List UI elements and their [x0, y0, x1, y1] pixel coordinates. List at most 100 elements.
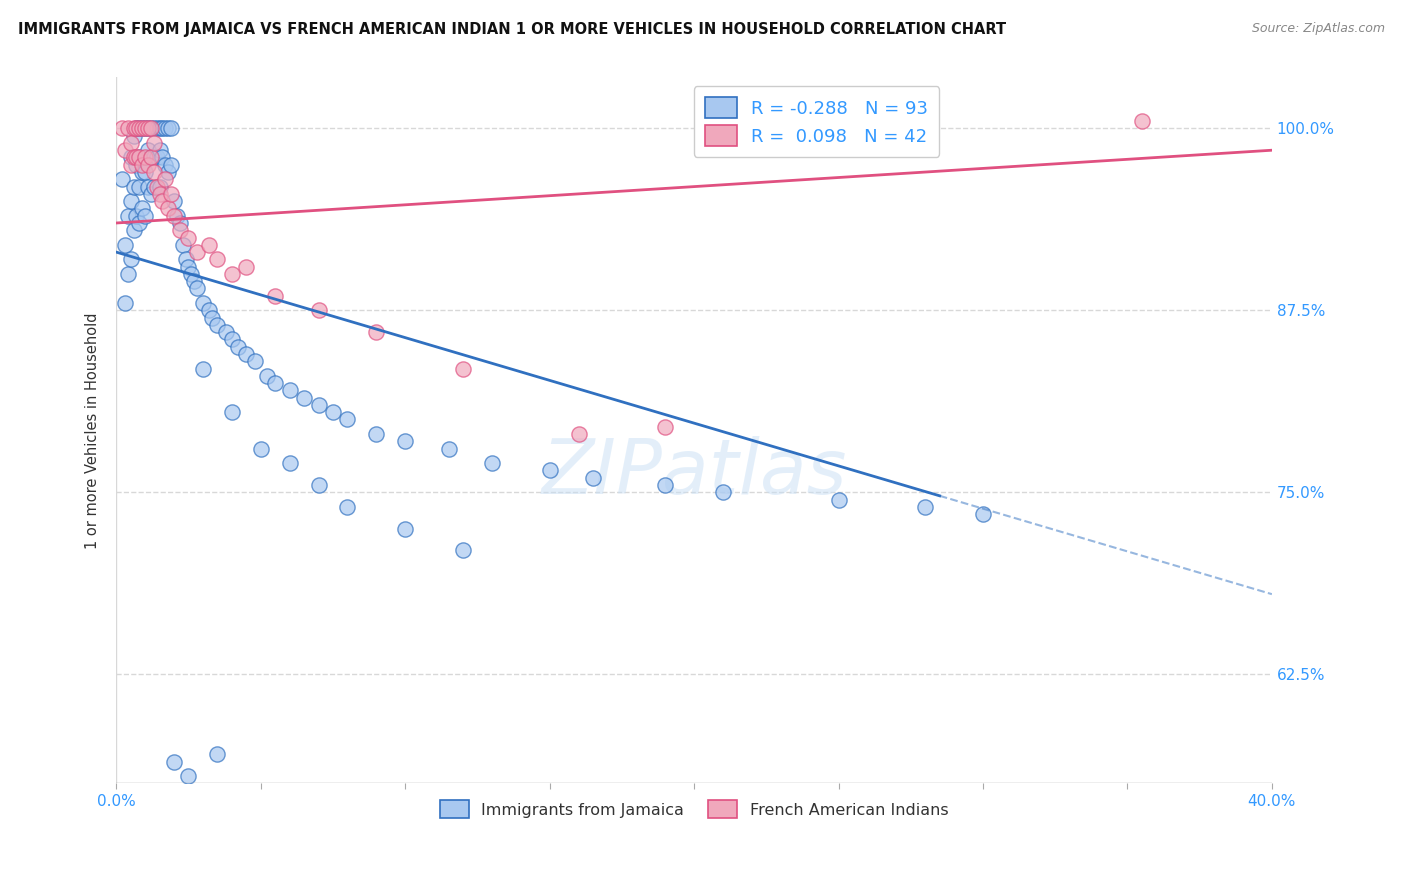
Point [122, 128, 145, 143]
Text: ZIPatlas: ZIPatlas [541, 436, 846, 509]
Point [136, 143, 159, 157]
Point [256, 368, 278, 383]
Point [197, 303, 219, 318]
Point [111, 121, 134, 136]
Point [249, 442, 271, 456]
Point [160, 121, 183, 136]
Point [191, 296, 214, 310]
Point [117, 121, 139, 136]
Text: Source: ZipAtlas.com: Source: ZipAtlas.com [1251, 22, 1385, 36]
Point [197, 237, 219, 252]
Point [128, 216, 150, 230]
Point [174, 252, 197, 267]
Point [111, 172, 134, 186]
Point [235, 347, 257, 361]
Point [169, 216, 191, 230]
Point [142, 136, 165, 150]
Point [128, 121, 150, 136]
Y-axis label: 1 or more Vehicles in Household: 1 or more Vehicles in Household [86, 312, 100, 549]
Text: IMMIGRANTS FROM JAMAICA VS FRENCH AMERICAN INDIAN 1 OR MORE VEHICLES IN HOUSEHOL: IMMIGRANTS FROM JAMAICA VS FRENCH AMERIC… [18, 22, 1007, 37]
Point [117, 267, 139, 281]
Point [654, 478, 676, 492]
Point [207, 252, 229, 267]
Point [122, 179, 145, 194]
Point [120, 194, 142, 209]
Point [157, 121, 180, 136]
Point [1130, 114, 1153, 128]
Point [827, 492, 849, 507]
Point [914, 500, 936, 514]
Point [451, 543, 474, 558]
Point [122, 223, 145, 237]
Point [177, 260, 200, 274]
Point [481, 456, 503, 470]
Point [437, 442, 460, 456]
Point [243, 354, 266, 368]
Point [264, 289, 287, 303]
Legend: Immigrants from Jamaica, French American Indians: Immigrants from Jamaica, French American… [433, 794, 955, 825]
Point [136, 121, 159, 136]
Point [308, 303, 330, 318]
Point [169, 223, 191, 237]
Point [183, 274, 205, 288]
Point [336, 500, 359, 514]
Point [711, 485, 734, 500]
Point [215, 325, 238, 339]
Point [134, 121, 156, 136]
Point [308, 478, 330, 492]
Point [654, 419, 676, 434]
Point [120, 136, 142, 150]
Point [125, 121, 148, 136]
Point [366, 325, 388, 339]
Point [131, 158, 153, 172]
Point [145, 179, 167, 194]
Point [139, 121, 162, 136]
Point [538, 463, 561, 477]
Point [114, 143, 136, 157]
Point [451, 361, 474, 376]
Point [122, 151, 145, 165]
Point [125, 121, 148, 136]
Point [567, 427, 589, 442]
Point [235, 260, 257, 274]
Point [264, 376, 287, 390]
Point [180, 267, 202, 281]
Point [139, 151, 162, 165]
Point [142, 151, 165, 165]
Point [145, 121, 167, 136]
Point [120, 151, 142, 165]
Point [278, 456, 301, 470]
Point [394, 434, 416, 449]
Point [166, 209, 188, 223]
Point [128, 151, 150, 165]
Point [155, 121, 177, 136]
Point [149, 121, 172, 136]
Point [134, 121, 156, 136]
Point [139, 186, 162, 201]
Point [157, 202, 180, 216]
Point [134, 165, 156, 179]
Point [128, 151, 150, 165]
Point [149, 179, 172, 194]
Point [139, 121, 162, 136]
Point [155, 172, 177, 186]
Point [122, 121, 145, 136]
Point [366, 427, 388, 442]
Point [136, 121, 159, 136]
Point [125, 158, 148, 172]
Point [336, 412, 359, 426]
Point [308, 398, 330, 412]
Point [186, 245, 208, 260]
Point [160, 158, 183, 172]
Point [117, 209, 139, 223]
Point [152, 194, 174, 209]
Point [278, 384, 301, 398]
Point [152, 151, 174, 165]
Point [131, 202, 153, 216]
Point [152, 121, 174, 136]
Point [128, 179, 150, 194]
Point [322, 405, 344, 419]
Point [114, 237, 136, 252]
Point [163, 755, 186, 769]
Point [142, 165, 165, 179]
